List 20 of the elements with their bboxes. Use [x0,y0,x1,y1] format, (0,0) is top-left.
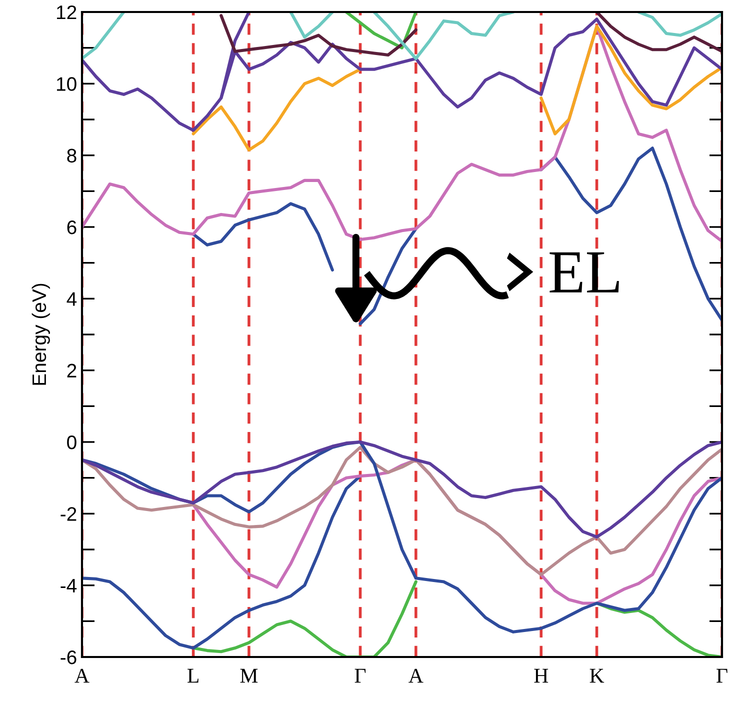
x-tick-label: A [74,668,90,683]
y-tick-label: 2 [67,364,76,378]
y-tick-label: 12 [56,5,76,20]
y-tick-label: 4 [66,292,77,306]
x-tick-label: M [240,668,258,683]
y-tick-label: 6 [67,220,76,234]
y-tick-label: -2 [60,507,76,521]
annotation: EL [550,252,619,292]
y-tick-label: 0 [67,435,76,450]
y-tick-label: 8 [67,148,76,163]
y-tick-label: -6 [60,650,76,664]
y-tick-label: -4 [60,579,77,592]
x-tick-label: Γ [716,668,728,683]
y-tick-label: 10 [56,77,76,91]
x-tick-label: L [188,668,198,683]
x-tick-label: H [534,668,548,683]
x-tick-label: K [590,668,604,683]
x-tick-label: Γ [354,668,366,683]
x-tick-label: A [408,668,424,683]
y-axis-title: Energy (eV) [32,284,50,385]
